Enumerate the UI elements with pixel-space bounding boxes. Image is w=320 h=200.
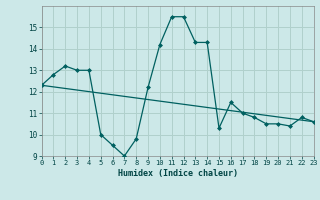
X-axis label: Humidex (Indice chaleur): Humidex (Indice chaleur)	[118, 169, 237, 178]
